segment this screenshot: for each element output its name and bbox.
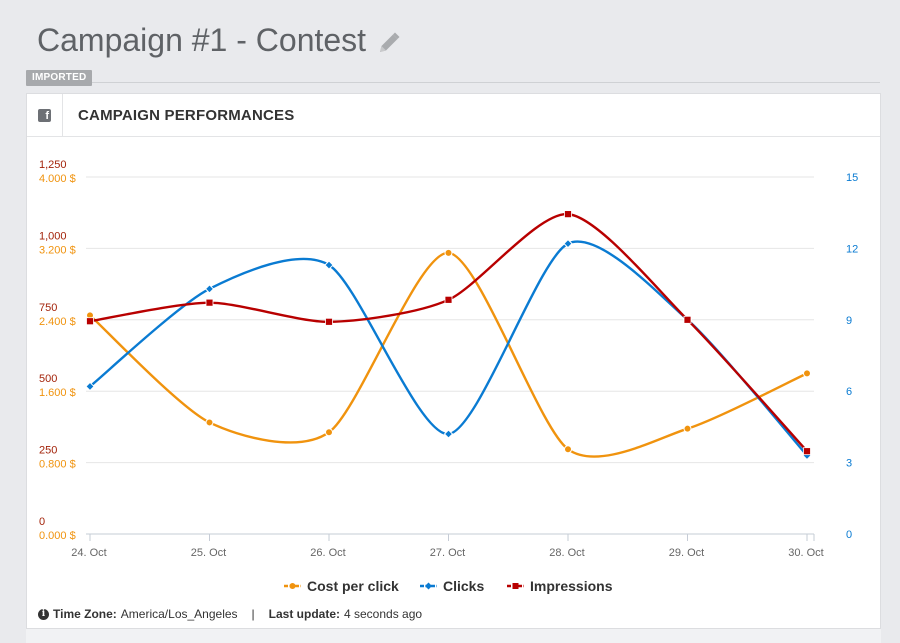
impressions-axis-label-2: 500	[39, 373, 57, 385]
cost-per-click-point-3	[444, 248, 453, 257]
pencil-icon[interactable]	[376, 30, 402, 56]
clicks-axis-label-2: 6	[846, 386, 852, 398]
bottom-strip	[26, 628, 881, 643]
cost-per-click-point-2	[325, 428, 333, 437]
impressions-point-0	[86, 317, 94, 326]
impressions-point-5	[683, 315, 692, 324]
x-axis-label-3: 27. Oct	[430, 547, 465, 559]
cost-axis-label-2: 1.600 $	[39, 387, 76, 399]
panel-title: CAMPAIGN PERFORMANCES	[78, 106, 295, 124]
clicks-axis-label-4: 12	[846, 243, 858, 255]
cost-axis-label-4: 3.200 $	[39, 244, 76, 256]
clicks-axis-label-3: 9	[846, 315, 852, 327]
legend-impressions-label[interactable]: Impressions	[530, 578, 613, 594]
last-update-label: Last update:	[268, 607, 340, 621]
cost-axis-label-3: 2.400 $	[39, 316, 76, 328]
impressions-axis-label-0: 0	[39, 516, 45, 528]
impressions-axis-label-5: 1,250	[39, 159, 67, 171]
legend-impressions-marker	[512, 583, 519, 589]
info-icon: i	[38, 608, 49, 620]
facebook-icon-box: f	[27, 93, 63, 137]
cost-axis-label-0: 0.000 $	[39, 530, 76, 542]
impressions-axis-label-4: 1,000	[39, 230, 67, 242]
clicks-axis-label-1: 3	[846, 458, 852, 470]
cost-per-click-point-6	[803, 369, 811, 378]
clicks-axis-label-0: 0	[846, 529, 852, 541]
legend-clicks-marker	[425, 582, 432, 590]
clicks-point-4	[563, 238, 573, 249]
imported-badge: IMPORTED	[26, 70, 93, 86]
x-axis-label-0: 24. Oct	[71, 547, 106, 559]
clicks-point-3	[443, 429, 454, 439]
x-axis-label-4: 28. Oct	[549, 547, 584, 559]
campaign-performance-panel: f CAMPAIGN PERFORMANCES 0 0.000 $ 0 250 0.80…	[26, 93, 881, 629]
legend-clicks-label[interactable]: Clicks	[443, 578, 484, 594]
footer: i Time Zone: America/Los_Angeles | Last …	[38, 607, 422, 621]
clicks-point-0	[85, 381, 95, 392]
cost-axis-label-5: 4.000 $	[39, 173, 76, 185]
page-title-text: Campaign #1 - Contest	[37, 22, 367, 58]
impressions-axis-label-3: 750	[39, 302, 57, 314]
page-title: Campaign #1 - Contest	[37, 22, 402, 59]
impressions-point-1	[205, 298, 214, 307]
cost-per-click-point-5	[683, 424, 692, 433]
last-update-value: 4 seconds ago	[344, 607, 423, 621]
timezone-value: America/Los_Angeles	[120, 607, 238, 621]
impressions-point-4	[564, 210, 572, 219]
clicks-axis-label-5: 15	[846, 172, 858, 184]
impressions-point-2	[325, 317, 333, 326]
legend-cost-per-click-marker	[289, 583, 296, 589]
panel-header: f CAMPAIGN PERFORMANCES	[27, 93, 880, 137]
badge-row: IMPORTED	[26, 67, 880, 86]
x-axis-label-5: 29. Oct	[669, 547, 704, 559]
impressions-axis-label-1: 250	[39, 445, 57, 457]
cost-per-click-line	[89, 251, 808, 458]
x-axis-label-1: 25. Oct	[191, 547, 226, 559]
timezone-label: Time Zone:	[53, 607, 117, 621]
cost-per-click-point-4	[564, 445, 572, 454]
clicks-point-2	[324, 260, 334, 270]
clicks-point-1	[204, 284, 215, 294]
facebook-icon: f	[38, 108, 51, 122]
cost-per-click-point-1	[205, 418, 214, 427]
legend-cost-per-click-label[interactable]: Cost per click	[307, 578, 399, 594]
cost-axis-label-1: 0.800 $	[39, 459, 76, 471]
impressions-point-3	[444, 295, 453, 304]
x-axis-label-6: 30. Oct	[788, 547, 823, 559]
x-axis-label-2: 26. Oct	[310, 547, 345, 559]
footer-separator: |	[251, 607, 255, 621]
impressions-point-6	[803, 447, 811, 456]
